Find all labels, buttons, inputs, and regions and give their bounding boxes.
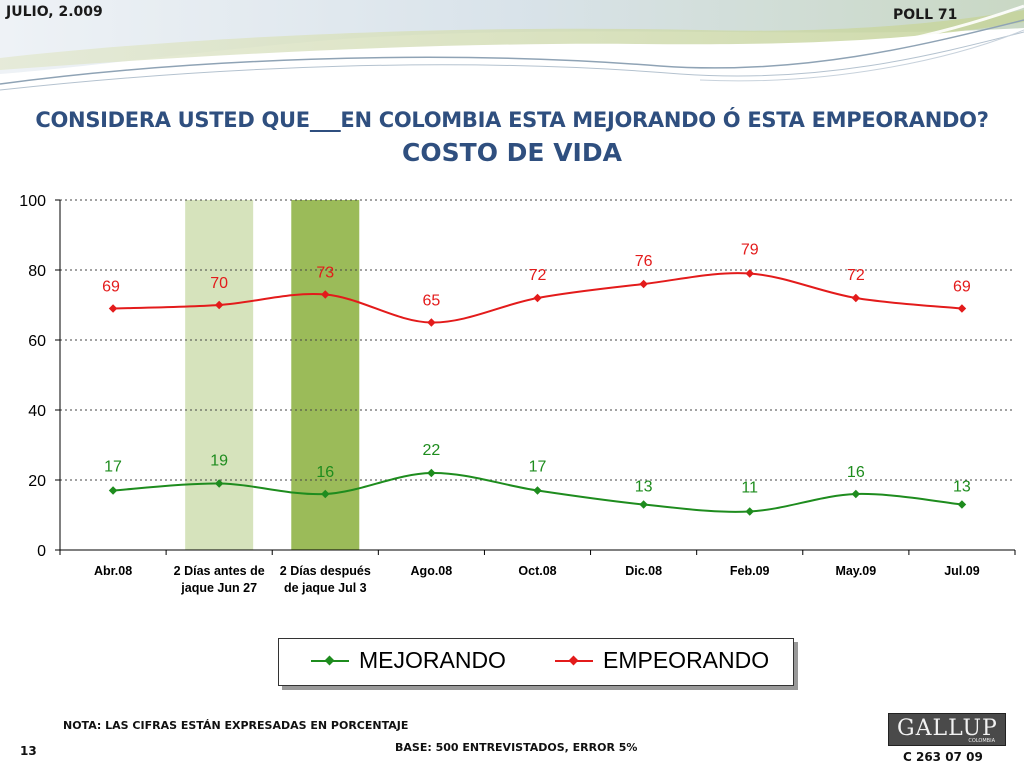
x-tick-label: jaque Jun 27	[180, 581, 257, 595]
data-label-mejorando: 16	[316, 464, 334, 481]
x-tick-label: Dic.08	[625, 564, 662, 578]
legend-label-empeorando: EMPEORANDO	[603, 647, 770, 673]
legend-line-empeorando	[555, 655, 593, 665]
logo-brand: GALLUP	[897, 716, 998, 741]
data-point-empeorando	[639, 279, 648, 289]
data-point-empeorando	[214, 300, 224, 310]
y-tick-label: 40	[28, 403, 46, 420]
data-label-empeorando: 73	[316, 265, 334, 282]
legend-label-mejorando: MEJORANDO	[359, 647, 506, 673]
x-tick-label: de jaque Jul 3	[284, 581, 367, 595]
poll-label: POLL 71	[893, 7, 958, 23]
y-tick-label: 20	[28, 473, 46, 490]
legend-marker-empeorando	[568, 655, 579, 665]
data-label-mejorando: 19	[210, 453, 228, 470]
data-point-mejorando	[321, 489, 330, 499]
header-decoration	[0, 0, 1024, 91]
data-label-empeorando: 65	[422, 293, 440, 310]
data-point-mejorando	[745, 507, 754, 516]
x-tick-label: 2 Días antes de	[174, 564, 265, 578]
data-label-mejorando: 13	[635, 479, 653, 496]
data-label-mejorando: 17	[529, 459, 547, 476]
highlight-band	[185, 200, 254, 550]
data-label-mejorando: 11	[741, 480, 758, 497]
date-label: JULIO, 2.009	[6, 4, 103, 20]
document-code: C 263 07 09	[903, 750, 983, 764]
data-label-empeorando: 70	[210, 275, 228, 292]
data-label-empeorando: 76	[635, 253, 653, 270]
data-label-empeorando: 69	[102, 279, 120, 296]
sample-base: BASE: 500 ENTREVISTADOS, ERROR 5%	[395, 741, 638, 754]
chart-question: CONSIDERA USTED QUE___EN COLOMBIA ESTA M…	[35, 108, 989, 132]
data-label-mejorando: 16	[847, 464, 865, 481]
data-point-empeorando	[851, 293, 861, 303]
data-point-empeorando	[957, 304, 967, 313]
data-point-mejorando	[639, 500, 648, 509]
x-tick-label: 2 Días después	[280, 564, 371, 578]
footnote: NOTA: LAS CIFRAS ESTÁN EXPRESADAS EN POR…	[63, 719, 409, 732]
data-point-empeorando	[427, 318, 436, 327]
data-point-mejorando	[108, 486, 118, 495]
x-tick-label: Abr.08	[94, 564, 132, 578]
data-point-mejorando	[533, 486, 542, 495]
chart-legend: MEJORANDO EMPEORANDO	[278, 638, 794, 686]
line-chart: 0 20 40 60 80 100 Abr.08 2 Días antes de jaque J…	[19, 193, 1016, 595]
logo-sub: COLOMBIA	[968, 738, 995, 744]
chart-subtitle: COSTO DE VIDA	[402, 138, 622, 167]
x-tick-label: Ago.08	[411, 564, 453, 578]
data-label-empeorando: 72	[847, 267, 865, 284]
x-tick-label: Jul.09	[944, 564, 979, 578]
x-tick-label: Feb.09	[730, 564, 770, 578]
y-tick-label: 60	[28, 333, 46, 350]
x-tick-label: May.09	[835, 564, 876, 578]
legend-item-empeorando: EMPEORANDO	[555, 647, 769, 674]
data-point-mejorando	[851, 489, 861, 499]
page-number: 13	[20, 744, 37, 758]
x-tick-label: Oct.08	[518, 564, 556, 578]
legend-marker-mejorando	[324, 655, 335, 665]
data-point-empeorando	[108, 304, 118, 313]
y-tick-label: 0	[37, 543, 46, 560]
legend-item-mejorando: MEJORANDO	[311, 647, 506, 674]
data-label-mejorando: 17	[104, 459, 122, 476]
data-point-empeorando	[745, 269, 754, 278]
data-label-empeorando: 72	[529, 267, 547, 284]
data-label-mejorando: 22	[422, 442, 440, 459]
legend-line-mejorando	[311, 655, 349, 665]
data-point-mejorando	[957, 500, 967, 509]
data-point-mejorando	[214, 479, 224, 488]
y-tick-label: 80	[28, 263, 46, 280]
data-point-mejorando	[427, 468, 436, 478]
data-label-mejorando: 13	[953, 479, 971, 496]
data-label-empeorando: 69	[953, 279, 971, 296]
y-tick-label: 100	[19, 193, 46, 210]
data-point-empeorando	[321, 290, 330, 299]
data-label-empeorando: 79	[741, 242, 759, 259]
gallup-logo: GALLUP COLOMBIA	[888, 713, 1006, 746]
data-point-empeorando	[533, 293, 542, 303]
